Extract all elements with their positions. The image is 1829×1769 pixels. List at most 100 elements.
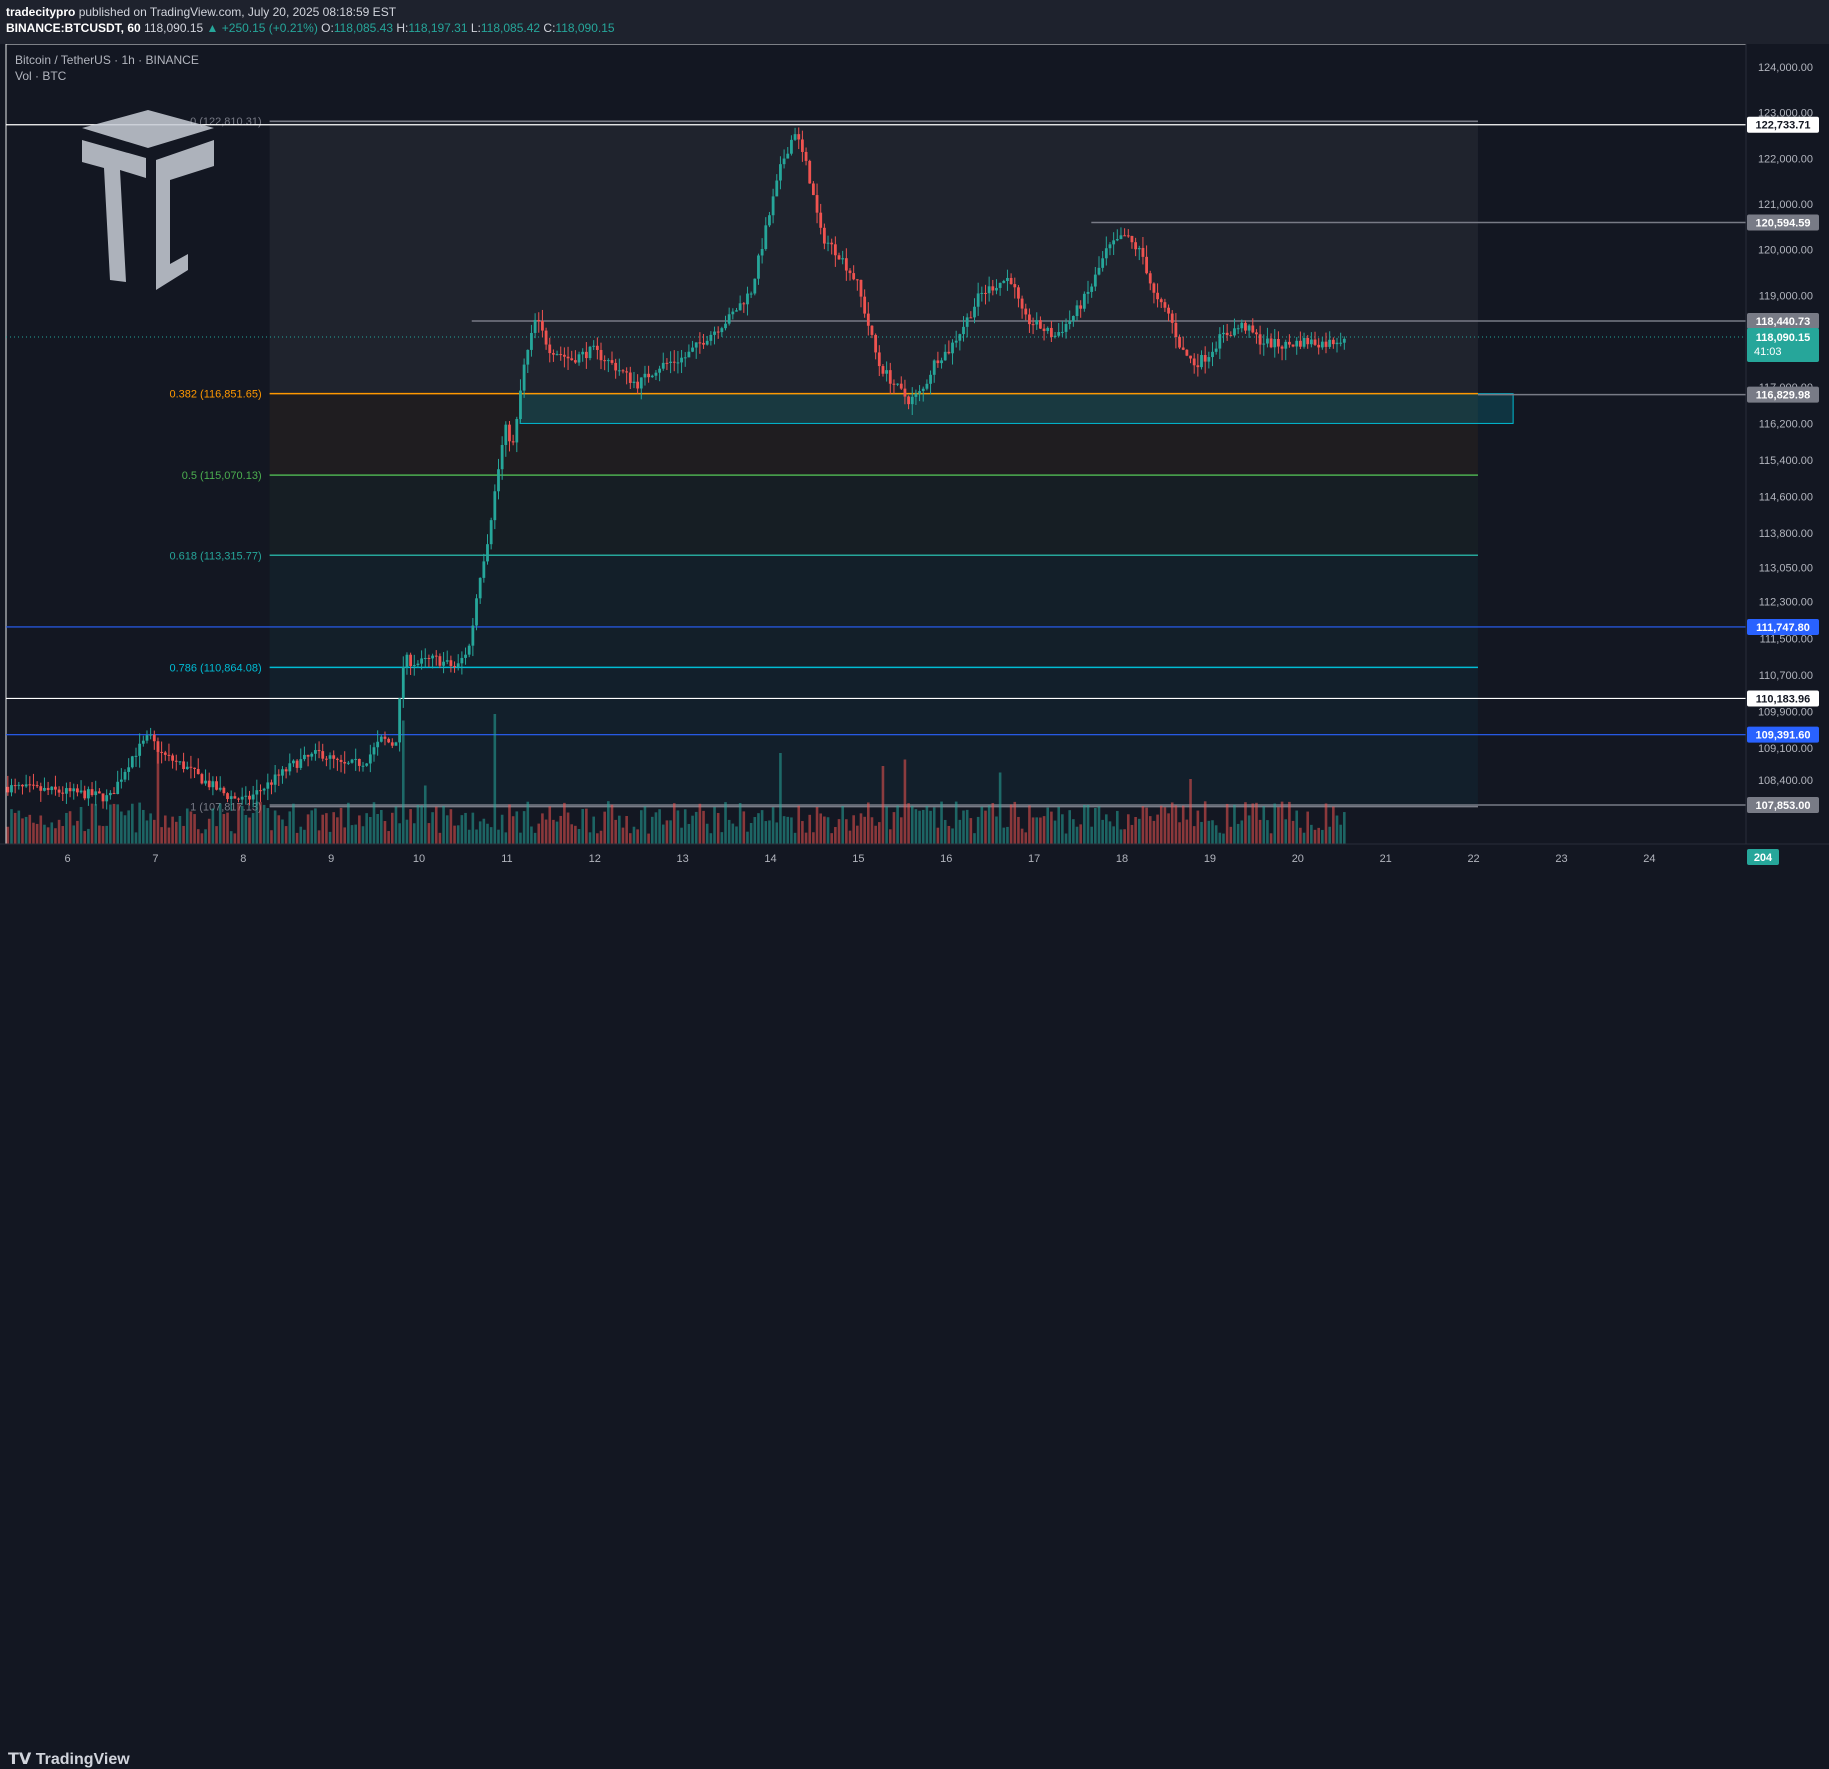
volume-bar <box>229 831 233 844</box>
candle-body <box>797 134 801 140</box>
volume-bar <box>1137 818 1141 844</box>
volume-bar <box>127 810 130 844</box>
candle-body <box>1309 339 1313 345</box>
volume-bar <box>361 826 365 844</box>
volume-bar <box>317 830 321 844</box>
candle-body <box>1134 242 1138 250</box>
candle-body <box>976 293 980 307</box>
volume-bar <box>1339 824 1342 844</box>
volume-bar <box>530 826 533 844</box>
candle-body <box>987 286 991 294</box>
time-tick-label: 18 <box>1116 853 1128 865</box>
candle-body <box>749 293 753 295</box>
candle-body <box>896 383 900 385</box>
candle-body <box>1163 302 1167 308</box>
fib-level-label: 0.618 (113,315.77) <box>169 550 261 562</box>
candle-body <box>1328 339 1332 347</box>
candle-body <box>866 313 870 326</box>
volume-bar <box>877 822 881 844</box>
publish-line: tradecitypro published on TradingView.co… <box>6 5 396 19</box>
volume-bar <box>859 813 863 844</box>
volume-bar <box>145 820 149 844</box>
volume-bar <box>768 820 771 844</box>
candle-body <box>1331 339 1335 345</box>
candle-body <box>1060 331 1064 333</box>
price-chart[interactable]: 0 (122,810.31)0.382 (116,851.65)0.5 (115… <box>0 0 1829 903</box>
candle-body <box>511 441 515 443</box>
volume-bar <box>1192 826 1196 844</box>
candle-body <box>167 754 171 756</box>
volume-bar <box>1130 824 1134 844</box>
candle-body <box>284 769 288 772</box>
volume-bar <box>1101 819 1104 844</box>
volume-bar <box>1321 829 1324 844</box>
candle-body <box>1306 337 1310 345</box>
candle-body <box>658 368 661 373</box>
volume-bar <box>339 807 343 844</box>
candle-body <box>1017 287 1020 299</box>
price-badge-label: 109,391.60 <box>1755 730 1810 742</box>
volume-bar <box>976 816 980 844</box>
volume-bar <box>1050 811 1053 844</box>
candle-body <box>914 393 918 397</box>
candle-body <box>50 786 54 791</box>
volume-bar <box>21 818 24 844</box>
author-name[interactable]: tradecitypro <box>6 5 76 19</box>
candle-body <box>519 390 522 420</box>
candle-body <box>1079 305 1083 309</box>
volume-bar <box>68 811 72 844</box>
volume-bar <box>625 816 628 844</box>
volume-bar <box>332 812 336 844</box>
candle-body <box>625 371 629 373</box>
price-badge <box>1747 797 1819 814</box>
volume-bar <box>603 811 606 844</box>
volume-bar <box>1343 812 1346 844</box>
candle-body <box>951 342 954 354</box>
volume-bar <box>925 805 929 844</box>
tradingview-logo[interactable]: 𝗧𝗩 TradingView <box>8 1749 130 1769</box>
volume-bar <box>570 824 574 844</box>
candle-body <box>921 388 925 392</box>
footer-bar: 𝗧𝗩 TradingView <box>0 872 1829 1768</box>
candle-body <box>299 759 303 768</box>
volume-bar <box>1229 826 1233 844</box>
current-price-badge <box>1747 328 1819 363</box>
volume-bar <box>142 809 145 844</box>
candle-body <box>1028 314 1031 325</box>
volume-bar <box>167 827 171 844</box>
volume-bar <box>1020 828 1024 844</box>
candle-body <box>863 296 867 314</box>
candle-body <box>1097 267 1101 275</box>
high-value: 118,197.31 <box>408 21 468 35</box>
candle-body <box>918 391 921 394</box>
candle-body <box>632 381 636 383</box>
volume-bar <box>984 810 987 844</box>
candle-body <box>859 279 863 297</box>
volume-bar <box>735 826 738 844</box>
price-tick-label: 113,050.00 <box>1759 562 1813 574</box>
volume-bar <box>676 810 680 844</box>
volume-bar <box>899 817 903 844</box>
volume-bar <box>365 813 368 844</box>
candle-body <box>174 760 178 762</box>
volume-bar <box>771 807 775 844</box>
candle-body <box>489 520 493 545</box>
candle-body <box>573 360 577 363</box>
legend-title[interactable]: Bitcoin / TetherUS · 1h · BINANCE <box>15 53 199 67</box>
candle-body <box>1240 322 1244 329</box>
volume-bar <box>1332 806 1335 844</box>
volume-bar <box>907 803 910 844</box>
legend-volume[interactable]: Vol · BTC <box>15 69 67 83</box>
price-badge <box>1747 386 1819 403</box>
volume-bar <box>577 829 581 844</box>
volume-bar <box>639 810 643 844</box>
candle-body <box>295 760 299 768</box>
volume-bar <box>969 818 973 844</box>
volume-bar <box>618 815 621 844</box>
candle-body <box>94 791 98 796</box>
price-tick-label: 115,400.00 <box>1759 455 1813 467</box>
candle-body <box>1273 339 1277 348</box>
candle-body <box>453 665 456 667</box>
candle-body <box>68 788 72 792</box>
candle-body <box>423 658 427 660</box>
